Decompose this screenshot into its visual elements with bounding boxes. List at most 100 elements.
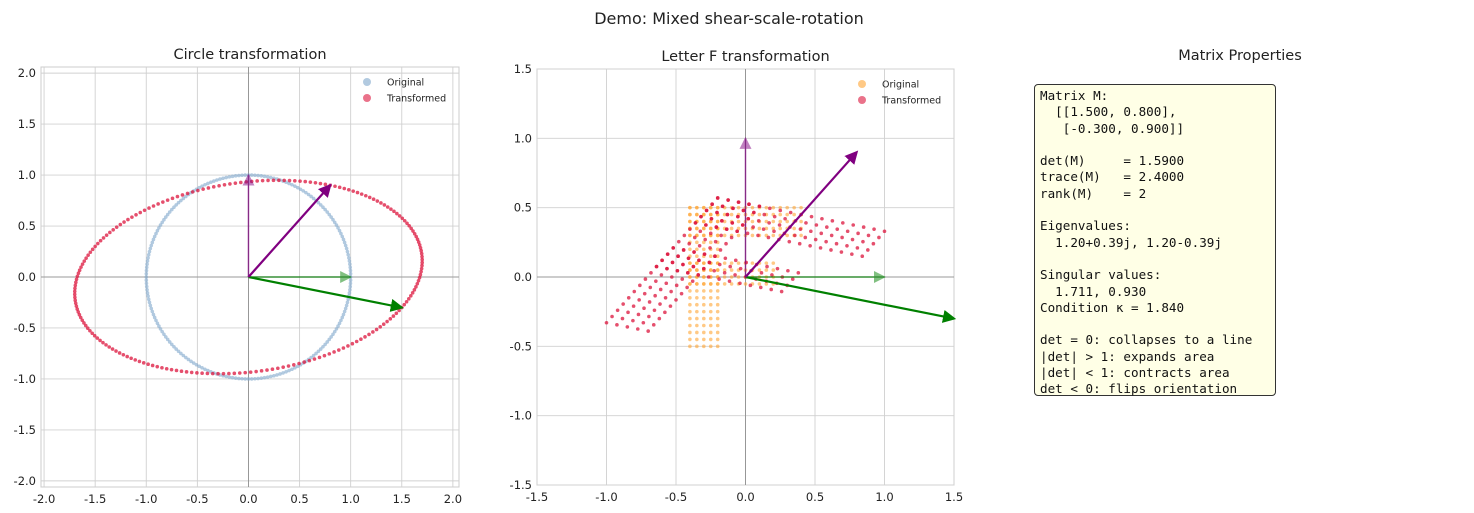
transformed-point bbox=[265, 368, 269, 372]
transformed-point bbox=[713, 239, 718, 244]
transformed-point bbox=[287, 178, 292, 183]
original-point bbox=[771, 233, 776, 238]
original-point bbox=[688, 282, 692, 286]
transformed-point bbox=[850, 237, 855, 242]
original-point bbox=[708, 296, 713, 300]
original-point bbox=[347, 291, 352, 295]
transformed-point bbox=[850, 252, 854, 256]
original-point bbox=[341, 312, 346, 317]
y-tick-label: -1.5 bbox=[14, 423, 36, 437]
transformed-point bbox=[133, 358, 138, 362]
original-point bbox=[757, 282, 762, 286]
transformed-point bbox=[420, 254, 424, 259]
transformed-point bbox=[829, 248, 833, 252]
transformed-point bbox=[341, 346, 346, 350]
original-point bbox=[160, 220, 164, 225]
transformed-point bbox=[77, 312, 82, 317]
original-point bbox=[695, 226, 699, 231]
original-point bbox=[722, 212, 727, 217]
transformed-point bbox=[419, 269, 423, 274]
original-point bbox=[227, 175, 232, 179]
original-point bbox=[268, 374, 273, 379]
transformed-point bbox=[638, 283, 642, 288]
transformed-point bbox=[104, 343, 108, 347]
original-point bbox=[764, 261, 769, 265]
transformed-point bbox=[122, 220, 126, 224]
property-line: det < 0: flips orientation bbox=[1040, 381, 1238, 397]
transformed-point bbox=[221, 371, 226, 376]
x-tick-label: 1.5 bbox=[945, 490, 963, 504]
transformed-point bbox=[724, 227, 729, 231]
transformed-point bbox=[336, 348, 341, 352]
original-point bbox=[729, 275, 734, 279]
transformed-point bbox=[381, 322, 386, 327]
transformed-point bbox=[788, 210, 793, 215]
transformed-point bbox=[271, 178, 276, 183]
transformed-point bbox=[400, 216, 405, 221]
transformed-point bbox=[82, 259, 87, 263]
original-point bbox=[348, 262, 352, 267]
transformed-point bbox=[74, 280, 78, 285]
original-point bbox=[695, 254, 699, 258]
transformed-point bbox=[317, 355, 322, 360]
transformed-point bbox=[670, 260, 675, 265]
property-line: trace(M) = 2.4000 bbox=[1040, 169, 1185, 185]
y-tick-label: -2.0 bbox=[14, 474, 36, 488]
original-point bbox=[275, 373, 279, 377]
original-point bbox=[348, 278, 353, 283]
original-point bbox=[346, 297, 351, 302]
transformed-point bbox=[85, 326, 90, 330]
original-point bbox=[764, 226, 769, 231]
original-point bbox=[243, 173, 248, 177]
transformed-point bbox=[378, 325, 383, 329]
transformed-point bbox=[696, 273, 701, 277]
transformed-point bbox=[108, 230, 112, 235]
original-point bbox=[191, 361, 196, 365]
transformed-point bbox=[389, 207, 393, 211]
original-point bbox=[334, 223, 339, 227]
transformed-point bbox=[409, 226, 413, 231]
original-point bbox=[347, 259, 352, 263]
original-point bbox=[176, 200, 181, 205]
transformed-point bbox=[647, 314, 651, 319]
transformed-point bbox=[658, 287, 663, 292]
transformed-point bbox=[692, 235, 697, 240]
transformed-point bbox=[871, 241, 876, 246]
x-tick-label: -2.0 bbox=[33, 492, 55, 506]
original-point bbox=[764, 282, 769, 286]
property-line: 1.711, 0.930 bbox=[1040, 283, 1147, 299]
transformed-point bbox=[632, 289, 637, 294]
original-point bbox=[309, 355, 313, 360]
transformed-point bbox=[663, 310, 667, 315]
original-point bbox=[144, 265, 149, 270]
transformed-point bbox=[79, 265, 83, 269]
original-point bbox=[278, 372, 282, 376]
original-point bbox=[149, 306, 154, 311]
original-point bbox=[145, 291, 150, 295]
transformed-point bbox=[813, 237, 818, 242]
transformed-point bbox=[412, 288, 417, 292]
original-point bbox=[148, 303, 153, 308]
transformed-point bbox=[727, 279, 732, 283]
property-line: Eigenvalues: bbox=[1040, 218, 1131, 234]
original-point bbox=[344, 246, 349, 251]
transformed-point bbox=[808, 244, 812, 248]
original-point bbox=[212, 179, 216, 183]
original-point bbox=[150, 240, 155, 245]
y-tick-label: 0.0 bbox=[18, 270, 36, 284]
transformed-point bbox=[86, 253, 90, 257]
transformed-point bbox=[73, 286, 77, 291]
transformed-point bbox=[359, 337, 363, 342]
original-point bbox=[203, 367, 207, 372]
original-point bbox=[702, 212, 706, 217]
transformed-point bbox=[649, 271, 653, 275]
transformed-point bbox=[877, 235, 881, 240]
original-point bbox=[176, 349, 181, 354]
original-point bbox=[318, 203, 323, 207]
y-tick-label: -1.0 bbox=[510, 409, 532, 423]
original-point bbox=[165, 212, 170, 217]
transformed-point bbox=[710, 202, 714, 206]
transformed-point bbox=[80, 262, 85, 266]
transformed-point bbox=[118, 222, 123, 227]
